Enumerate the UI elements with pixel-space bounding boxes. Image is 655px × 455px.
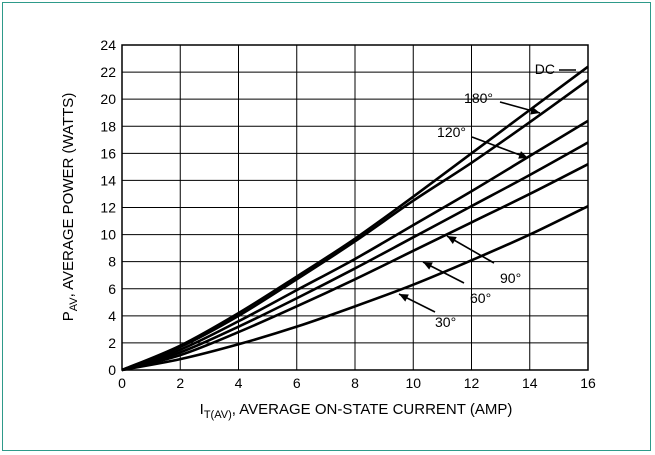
label-arrowhead [447, 236, 457, 244]
series-line [121, 204, 589, 372]
series-label: 60° [470, 290, 491, 306]
y-tick-label: 6 [108, 281, 116, 297]
label-arrowhead [423, 262, 433, 270]
series-line [121, 65, 589, 372]
y-tick-label: 22 [100, 64, 116, 80]
x-tick-label: 10 [405, 375, 421, 391]
label-arrowhead [530, 106, 540, 115]
series-line [121, 79, 589, 372]
x-tick-label: 2 [176, 375, 184, 391]
x-tick-label: 0 [118, 375, 126, 391]
y-tick-label: 2 [108, 335, 116, 351]
x-tick-label: 14 [522, 375, 538, 391]
y-tick-label: 0 [108, 362, 116, 378]
label-arrowhead [518, 151, 528, 159]
y-tick-label: 20 [100, 91, 116, 107]
curves [121, 65, 589, 372]
series-label: 120° [437, 124, 466, 140]
y-tick-label: 14 [100, 172, 116, 188]
y-tick-label: 24 [100, 37, 116, 53]
series-label: 90° [500, 270, 521, 286]
chart-frame [2, 2, 651, 451]
y-tick-label: 4 [108, 308, 116, 324]
y-tick-label: 18 [100, 118, 116, 134]
series-label: DC [535, 61, 555, 77]
y-tick-label: 12 [100, 200, 116, 216]
curve-labels: DC 180° 120° 90° 60° 30° [398, 61, 576, 330]
y-tick-label: 8 [108, 254, 116, 270]
x-tick-label: 6 [293, 375, 301, 391]
y-tick-label: 16 [100, 145, 116, 161]
series-line [121, 163, 589, 372]
series-line [121, 119, 589, 372]
x-tick-label: 4 [235, 375, 243, 391]
x-axis-label: IT(AV), AVERAGE ON-STATE CURRENT (AMP) [200, 401, 513, 421]
grid [121, 44, 589, 371]
y-tick-label: 10 [100, 227, 116, 243]
x-tick-label: 12 [464, 375, 480, 391]
series-label: 180° [464, 90, 493, 106]
series-label: 30° [435, 314, 456, 330]
label-leader [471, 136, 529, 159]
x-tick-label: 8 [351, 375, 359, 391]
label-leader [446, 235, 495, 264]
y-axis-label: PAV, AVERAGE POWER (WATTS) [60, 93, 80, 322]
x-tick-label: 16 [580, 375, 596, 391]
x-tick-labels: 0 2 4 6 8 10 12 14 16 [118, 375, 596, 391]
label-arrowhead [399, 294, 409, 302]
series-line [121, 141, 589, 372]
